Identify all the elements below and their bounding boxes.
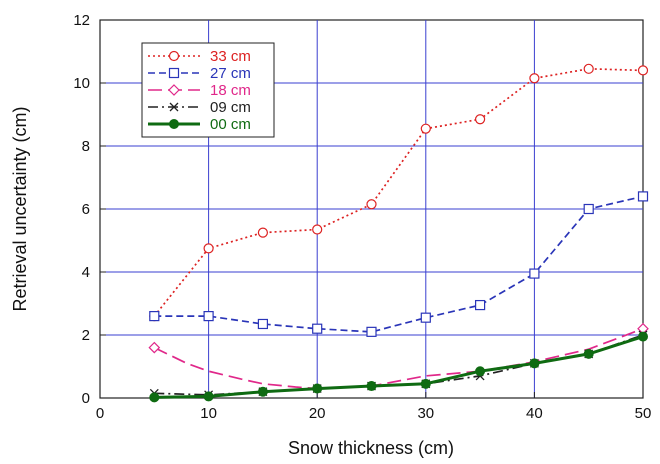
y-tick-label: 12 [73, 12, 90, 29]
data-point [638, 331, 648, 342]
series-27-cm [149, 191, 649, 337]
data-point [149, 311, 160, 322]
data-point [475, 114, 486, 125]
data-point [312, 224, 323, 235]
data-point [529, 358, 540, 369]
data-point [203, 391, 214, 402]
legend-label: 27 cm [210, 65, 251, 82]
data-point [366, 199, 377, 210]
data-point [637, 191, 649, 202]
legend-label: 09 cm [210, 99, 251, 116]
x-axis-label: Snow thickness (cm) [288, 438, 454, 458]
data-point [583, 348, 594, 359]
data-point [420, 312, 431, 323]
data-point [475, 299, 486, 311]
data-point [366, 326, 377, 337]
x-tick-label: 20 [309, 405, 326, 422]
series-line [153, 67, 644, 317]
data-point [583, 203, 594, 215]
data-point [257, 227, 268, 238]
x-tick-label: 50 [635, 405, 652, 422]
x-tick-label: 40 [526, 405, 543, 422]
x-tick-label: 0 [96, 405, 104, 422]
legend-label: 00 cm [210, 116, 251, 133]
y-tick-label: 2 [82, 327, 90, 344]
series-line [154, 195, 644, 333]
data-point [203, 243, 214, 254]
series-00-cm [149, 331, 648, 403]
legend-marker [168, 67, 180, 79]
x-axis-ticks: 0 10 20 30 40 50 [96, 392, 652, 422]
data-point [257, 386, 268, 397]
series-group [148, 63, 649, 403]
data-point [203, 311, 214, 322]
data-point [366, 381, 377, 392]
data-point [257, 318, 268, 330]
data-point [529, 73, 540, 84]
y-axis-ticks: 0 2 4 6 8 10 12 [73, 12, 106, 407]
legend-marker [168, 84, 180, 96]
y-tick-label: 10 [73, 75, 90, 92]
legend-marker [169, 102, 179, 112]
data-point [149, 392, 160, 403]
y-tick-label: 4 [82, 264, 90, 281]
legend-marker [169, 119, 179, 129]
x-tick-label: 30 [417, 405, 434, 422]
legend-label: 33 cm [210, 48, 251, 65]
data-point [637, 65, 649, 76]
y-tick-label: 8 [82, 138, 90, 155]
y-axis-label: Retrieval uncertainty (cm) [10, 106, 30, 311]
data-point [475, 366, 486, 377]
data-point [420, 378, 431, 389]
data-point [312, 383, 323, 394]
legend-box [141, 42, 275, 138]
data-point [529, 268, 540, 279]
series-line [154, 335, 644, 399]
y-tick-label: 0 [82, 390, 90, 407]
y-tick-label: 6 [82, 201, 90, 218]
data-point [420, 123, 431, 134]
data-point [312, 323, 323, 334]
x-tick-label: 10 [200, 405, 217, 422]
legend-label: 18 cm [210, 82, 251, 99]
legend-marker [168, 50, 180, 62]
data-point [583, 63, 594, 74]
data-point [148, 341, 161, 354]
